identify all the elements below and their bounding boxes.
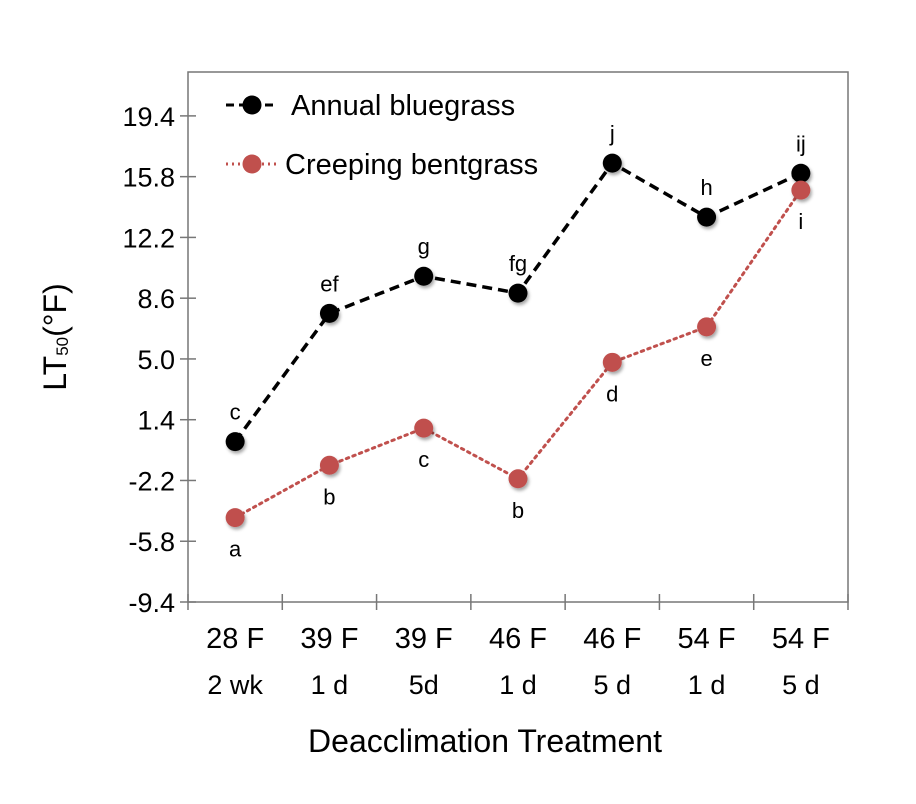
series-annual-bluegrass: c ef g fg j h ij — [225, 121, 811, 452]
significance-letter: ij — [796, 131, 806, 156]
significance-letter: b — [512, 498, 524, 523]
x-tick-label: 54 F — [678, 623, 736, 655]
x-axis: 28 F 2 wk 39 F 1 d 39 F 5d 46 F 1 d 46 F 5 d 54 F 1… — [187, 594, 849, 700]
y-tick-label: -5.8 — [128, 527, 175, 557]
y-axis-title-unit: (°F) — [37, 283, 73, 337]
significance-letter: c — [230, 400, 241, 425]
significance-letter: a — [229, 537, 242, 562]
x-tick-sublabel: 2 wk — [207, 670, 263, 700]
significance-letter: fg — [509, 251, 527, 276]
data-point — [225, 432, 245, 452]
x-tick-sublabel: 1 d — [688, 670, 726, 700]
data-point — [508, 283, 528, 303]
data-point — [791, 163, 811, 183]
data-point — [319, 303, 339, 323]
y-tick-label: -9.4 — [128, 588, 175, 618]
significance-letter: c — [418, 447, 429, 472]
significance-letter: e — [700, 346, 712, 371]
x-tick-label: 39 F — [395, 623, 453, 655]
y-tick-label: 12.2 — [122, 223, 175, 253]
y-tick-label: 5.0 — [137, 345, 175, 375]
x-tick-label: 46 F — [489, 623, 547, 655]
x-tick-label: 28 F — [206, 623, 264, 655]
x-tick-label: 46 F — [583, 623, 641, 655]
significance-letter: j — [609, 121, 615, 146]
y-tick-label: 8.6 — [137, 284, 175, 314]
data-point — [602, 153, 622, 173]
legend-label: Annual bluegrass — [291, 90, 515, 122]
series-layer: c ef g fg j h ij a b c b d e i — [225, 121, 811, 562]
y-axis-title-main: LT — [37, 356, 73, 391]
legend-label: Creeping bentgrass — [285, 149, 538, 181]
x-tick-sublabel: 1 d — [499, 670, 537, 700]
significance-letter: h — [700, 175, 712, 200]
data-point — [697, 207, 717, 227]
significance-letter: ef — [320, 271, 339, 296]
y-tick-label: 15.8 — [122, 163, 175, 193]
legend: Annual bluegrass Creeping bentgrass — [226, 90, 538, 181]
legend-item: Annual bluegrass — [226, 90, 515, 122]
x-tick-sublabel: 5 d — [594, 670, 632, 700]
significance-letter: d — [606, 381, 618, 406]
data-point — [602, 352, 622, 372]
y-axis: -9.4 -5.8 -2.2 1.4 5.0 8.6 12.2 15.8 19.4 — [122, 102, 196, 618]
y-tick-label: 19.4 — [122, 102, 175, 132]
data-point — [414, 266, 434, 286]
data-point — [225, 508, 245, 528]
x-tick-label: 54 F — [772, 623, 830, 655]
legend-marker — [242, 154, 262, 174]
data-point — [697, 317, 717, 337]
series-creeping-bentgrass: a b c b d e i — [225, 180, 811, 562]
y-axis-title-subscript: 50 — [53, 337, 72, 356]
significance-letter: i — [798, 209, 803, 234]
data-point — [319, 455, 339, 475]
significance-letter: g — [418, 234, 430, 259]
svg-text:LT50(°F): LT50(°F) — [37, 283, 73, 391]
data-point — [508, 469, 528, 489]
series-line — [233, 188, 803, 520]
legend-item: Creeping bentgrass — [226, 149, 538, 181]
plot-frame — [187, 71, 849, 603]
x-axis-title: Deacclimation Treatment — [308, 723, 662, 759]
data-point — [414, 418, 434, 438]
legend-marker — [242, 95, 262, 115]
significance-letter: b — [323, 484, 335, 509]
x-tick-sublabel: 1 d — [311, 670, 349, 700]
x-tick-sublabel: 5 d — [782, 670, 820, 700]
x-tick-sublabel: 5d — [409, 670, 439, 700]
y-tick-label: 1.4 — [137, 406, 175, 436]
data-point — [791, 180, 811, 200]
y-tick-label: -2.2 — [128, 466, 175, 496]
y-axis-title: LT50(°F) — [37, 283, 73, 391]
x-tick-label: 39 F — [300, 623, 358, 655]
